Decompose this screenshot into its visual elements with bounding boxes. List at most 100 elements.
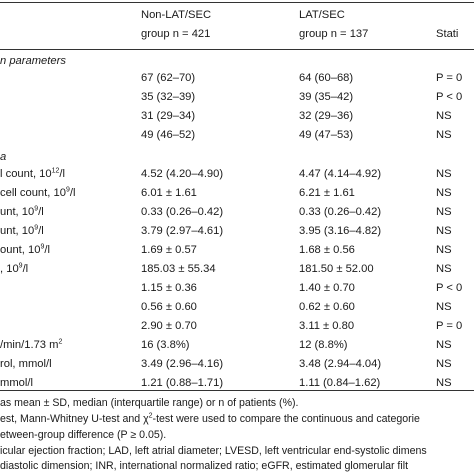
row-value-non-lat: 3.49 (2.96–4.16) [141, 358, 224, 370]
row-label-sup: 2 [58, 338, 63, 346]
footnote-line-1: as mean ± SD, median (interquartile rang… [0, 396, 298, 410]
row-statistic: P < 0 [436, 91, 463, 103]
footnote-text: est, Mann-Whitney U-test and χ [0, 413, 149, 425]
row-value-non-lat: 0.33 (0.26–0.42) [141, 206, 224, 218]
footnote-line-4: icular ejection fraction; LAD, left atri… [0, 444, 427, 458]
row-value-lat: 0.62 ± 0.60 [299, 301, 355, 313]
row-statistic: NS [436, 225, 452, 237]
header-col1-line1: Non-LAT/SEC [141, 9, 212, 21]
footnote-line-3: etween-group difference (P ≥ 0.05). [0, 428, 166, 442]
row-statistic: NS [436, 110, 452, 122]
row-value-lat: 3.48 (2.94–4.04) [299, 358, 382, 370]
row-label-tail: /l [44, 244, 50, 256]
row-label-text: , 10 [0, 263, 19, 275]
row-value-non-lat: 16 (3.8%) [141, 339, 190, 351]
row-statistic: NS [436, 263, 452, 275]
row-value-lat: 32 (29–36) [299, 110, 354, 122]
header-col2-line2: group n = 137 [299, 28, 369, 40]
row-value-non-lat: 35 (32–39) [141, 91, 196, 103]
row-value-lat: 39 (35–42) [299, 91, 354, 103]
row-value-non-lat: 4.52 (4.20–4.90) [141, 168, 224, 180]
row-statistic: NS [436, 358, 452, 370]
row-value-lat: 4.47 (4.14–4.92) [299, 168, 382, 180]
footnote-text: as mean ± SD, median (interquartile rang… [0, 397, 299, 409]
row-value-lat: 49 (47–53) [299, 129, 354, 141]
row-value-non-lat: 67 (62–70) [141, 72, 196, 84]
row-value-lat: 6.21 ± 1.61 [299, 187, 355, 199]
row-value-non-lat: 49 (46–52) [141, 129, 196, 141]
header-col1-line2: group n = 421 [141, 28, 211, 40]
row-label-sup: 9 [18, 262, 23, 270]
row-label: cell count, 109/l [0, 186, 75, 200]
footnote-line-5: diastolic dimension; INR, international … [0, 459, 408, 473]
footnote-text: icular ejection fraction; LAD, left atri… [0, 445, 427, 457]
footnote-sup: 2 [148, 412, 153, 420]
row-statistic: NS [436, 187, 452, 199]
row-label: /min/1.73 m2 [0, 338, 62, 352]
header-rule [0, 49, 474, 50]
header-col2-line1: LAT/SEC [299, 9, 345, 21]
row-statistic: P = 0 [436, 72, 463, 84]
row-statistic: NS [436, 339, 452, 351]
row-value-lat: 1.68 ± 0.56 [299, 244, 355, 256]
row-label-text: unt, 10 [0, 225, 35, 237]
row-label-sup: 12 [51, 167, 60, 175]
row-label-text: cell count, 10 [0, 187, 66, 199]
row-label-tail: /l [59, 168, 66, 180]
table-bottom-rule [0, 390, 474, 391]
row-statistic: NS [436, 168, 452, 180]
row-value-non-lat: 3.79 (2.97–4.61) [141, 225, 224, 237]
row-label-sup: 9 [65, 186, 70, 194]
footnote-text: etween-group difference (P ≥ 0.05). [0, 429, 167, 441]
row-label-tail: /l [38, 225, 44, 237]
row-label-text: rol, mmol/l [0, 358, 52, 370]
row-label-tail: /l [38, 206, 44, 218]
row-label: rol, mmol/l [0, 357, 52, 371]
row-label-text: unt, 10 [0, 206, 35, 218]
row-value-lat: 64 (60–68) [299, 72, 354, 84]
row-label-text: mmol/l [0, 377, 33, 389]
row-label-tail: /l [69, 187, 76, 199]
row-value-non-lat: 1.15 ± 0.36 [141, 282, 197, 294]
row-label-text: l count, 10 [0, 168, 52, 180]
row-value-non-lat: 6.01 ± 1.61 [141, 187, 197, 199]
row-value-lat: 3.95 (3.16–4.82) [299, 225, 382, 237]
row-value-lat: 12 (8.8%) [299, 339, 348, 351]
row-value-non-lat: 0.56 ± 0.60 [141, 301, 197, 313]
row-statistic: NS [436, 206, 452, 218]
row-value-non-lat: 31 (29–34) [141, 110, 196, 122]
footnote-text: diastolic dimension; INR, international … [0, 460, 409, 472]
row-label-text: ount, 10 [0, 244, 41, 256]
row-statistic: NS [436, 129, 452, 141]
table-top-rule [0, 2, 474, 3]
row-value-lat: 1.11 (0.84–1.62) [299, 377, 381, 389]
row-value-lat: 1.40 ± 0.70 [299, 282, 355, 294]
row-statistic: NS [436, 301, 452, 313]
header-col3: Stati [436, 28, 459, 40]
row-label-sup: 9 [34, 205, 39, 213]
row-value-non-lat: 185.03 ± 55.34 [141, 263, 216, 275]
section-title-parameters: n parameters [0, 55, 66, 67]
section-title-2: a [0, 151, 7, 163]
row-label-text: /min/1.73 m [0, 339, 59, 351]
row-value-non-lat: 1.69 ± 0.57 [141, 244, 197, 256]
row-statistic: NS [436, 244, 452, 256]
row-value-non-lat: 1.21 (0.88–1.71) [141, 377, 224, 389]
row-label: , 109/l [0, 262, 28, 276]
row-statistic: P < 0 [436, 282, 463, 294]
footnote-text: -test were used to compare the continuou… [152, 413, 420, 425]
row-label: unt, 109/l [0, 205, 44, 219]
row-label: unt, 109/l [0, 224, 44, 238]
row-label: mmol/l [0, 376, 33, 390]
footnote-line-2: est, Mann-Whitney U-test and χ2-test wer… [0, 412, 420, 426]
row-statistic: P = 0 [436, 320, 463, 332]
row-label-sup: 9 [34, 224, 39, 232]
row-label-sup: 9 [40, 243, 45, 251]
row-value-lat: 181.50 ± 52.00 [299, 263, 374, 275]
row-label-tail: /l [22, 263, 29, 275]
row-value-lat: 3.11 ± 0.80 [299, 320, 355, 332]
row-statistic: NS [436, 377, 452, 389]
row-label: l count, 1012/l [0, 167, 65, 181]
row-value-lat: 0.33 (0.26–0.42) [299, 206, 382, 218]
